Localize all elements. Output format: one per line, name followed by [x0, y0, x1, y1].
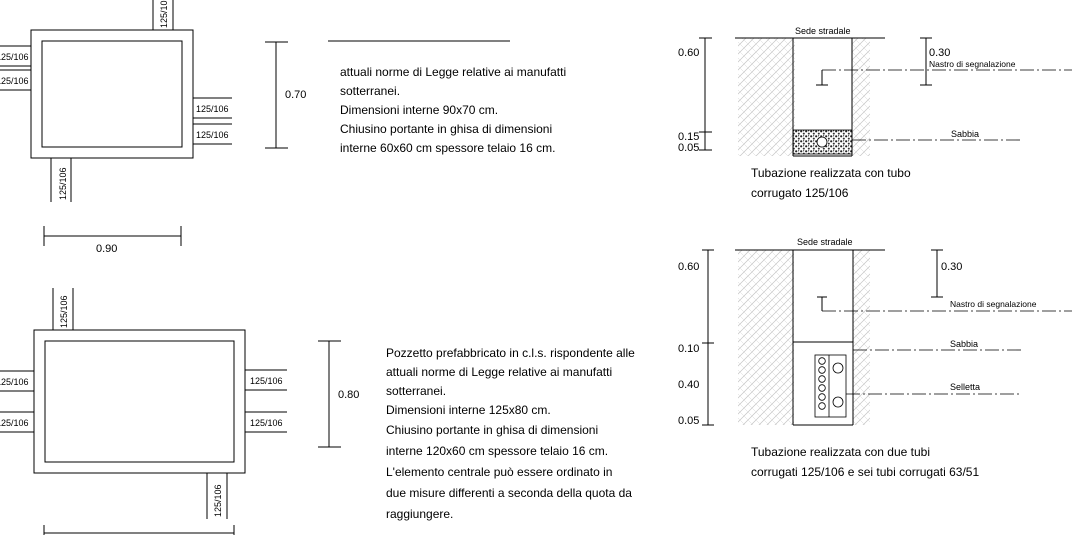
note-line: Chiusino portante in ghisa di dimensioni	[340, 122, 553, 136]
upper-width-dimension: 0.90	[96, 243, 117, 255]
top-sand-label: Sabbia	[951, 129, 979, 139]
note-line: interne 60x60 cm spessore telaio 16 cm.	[340, 141, 556, 155]
lower-right-pipe-label-2: 125/106	[250, 418, 283, 428]
lower-pit-inner-wall	[44, 340, 235, 463]
note-line: due misure differenti a seconda della qu…	[386, 486, 632, 500]
upper-pit-inner-wall	[41, 40, 183, 148]
bottom-section-caption: Tubazione realizzata con due tubi corrug…	[751, 442, 979, 482]
lower-left-pipe-label-2: 125/106	[0, 418, 29, 428]
note-line: Dimensioni interne 125x80 cm.	[386, 403, 551, 417]
top-dim-030: 0.30	[929, 47, 950, 59]
note-line: Pozzetto prefabbricato in c.l.s. rispond…	[386, 346, 635, 360]
caption-line: Tubazione realizzata con due tubi	[751, 445, 931, 459]
lower-pit-plan	[0, 288, 341, 535]
bottom-road-label: Sede stradale	[797, 237, 853, 247]
upper-left-pipe-label-1: 125/106	[0, 52, 29, 62]
note-line: interne 120x60 cm spessore telaio 16 cm.	[386, 444, 609, 458]
note-line: sotterranei.	[386, 384, 447, 398]
bottom-trench-section	[702, 249, 1072, 426]
note-line: Dimensioni interne 90x70 cm.	[340, 103, 499, 117]
top-pipe-circle	[816, 136, 828, 148]
bottom-sand-label: Sabbia	[950, 339, 978, 349]
upper-top-pipe-label: 125/106	[159, 0, 169, 28]
bottom-dim-060: 0.60	[678, 261, 699, 273]
upper-pit-outer-wall	[30, 29, 194, 159]
lower-left-pipe-label-1: 125/106	[0, 377, 29, 387]
note-line: Chiusino portante in ghisa di dimensioni	[386, 423, 599, 437]
lower-top-pipe-label: 125/106	[59, 295, 69, 328]
bottom-dim-010: 0.10	[678, 343, 699, 355]
lower-height-dimension: 0.80	[338, 389, 359, 401]
note-line: L'elemento centrale può essere ordinato …	[386, 465, 613, 479]
caption-line: corrugati 125/106 e sei tubi corrugati 6…	[751, 465, 980, 479]
caption-line: corrugato 125/106	[751, 186, 849, 200]
top-dim-060: 0.60	[678, 47, 699, 59]
note-line: sotterranei.	[340, 84, 401, 98]
upper-pit-plan	[0, 0, 510, 246]
lower-bottom-pipe-label: 125/106	[213, 484, 223, 517]
note-line: attuali norme di Legge relative ai manuf…	[340, 65, 567, 79]
caption-line: Tubazione realizzata con tubo	[751, 166, 911, 180]
upper-right-pipe-label-2: 125/106	[196, 130, 229, 140]
upper-left-pipe-label-2: 125/106	[0, 76, 29, 86]
bottom-dim-030: 0.30	[941, 261, 962, 273]
upper-bottom-pipe-label: 125/106	[58, 167, 68, 200]
lower-right-pipe-label-1: 125/106	[250, 376, 283, 386]
note-line: raggiungere.	[386, 507, 454, 521]
note-line: attuali norme di Legge relative ai manuf…	[386, 365, 613, 379]
top-dim-005: 0.05	[678, 142, 699, 154]
bottom-saddle-label: Selletta	[950, 382, 980, 392]
bottom-dim-005: 0.05	[678, 415, 699, 427]
upper-right-pipe-label-1: 125/106	[196, 104, 229, 114]
bottom-dim-040: 0.40	[678, 379, 699, 391]
top-section-caption: Tubazione realizzata con tubo corrugato …	[751, 163, 911, 203]
saddle-pipes	[814, 354, 847, 418]
top-dim-015: 0.15	[678, 131, 699, 143]
bottom-tape-label: Nastro di segnalazione	[950, 299, 1037, 309]
top-road-label: Sede stradale	[795, 26, 851, 36]
lower-pit-outer-wall	[33, 329, 246, 474]
lower-pit-notes: Pozzetto prefabbricato in c.l.s. rispond…	[386, 343, 635, 524]
top-tape-label: Nastro di segnalazione	[929, 59, 1016, 69]
upper-height-dimension: 0.70	[285, 89, 306, 101]
upper-pit-notes: attuali norme di Legge relative ai manuf…	[340, 63, 566, 158]
top-trench-section	[699, 37, 1072, 157]
